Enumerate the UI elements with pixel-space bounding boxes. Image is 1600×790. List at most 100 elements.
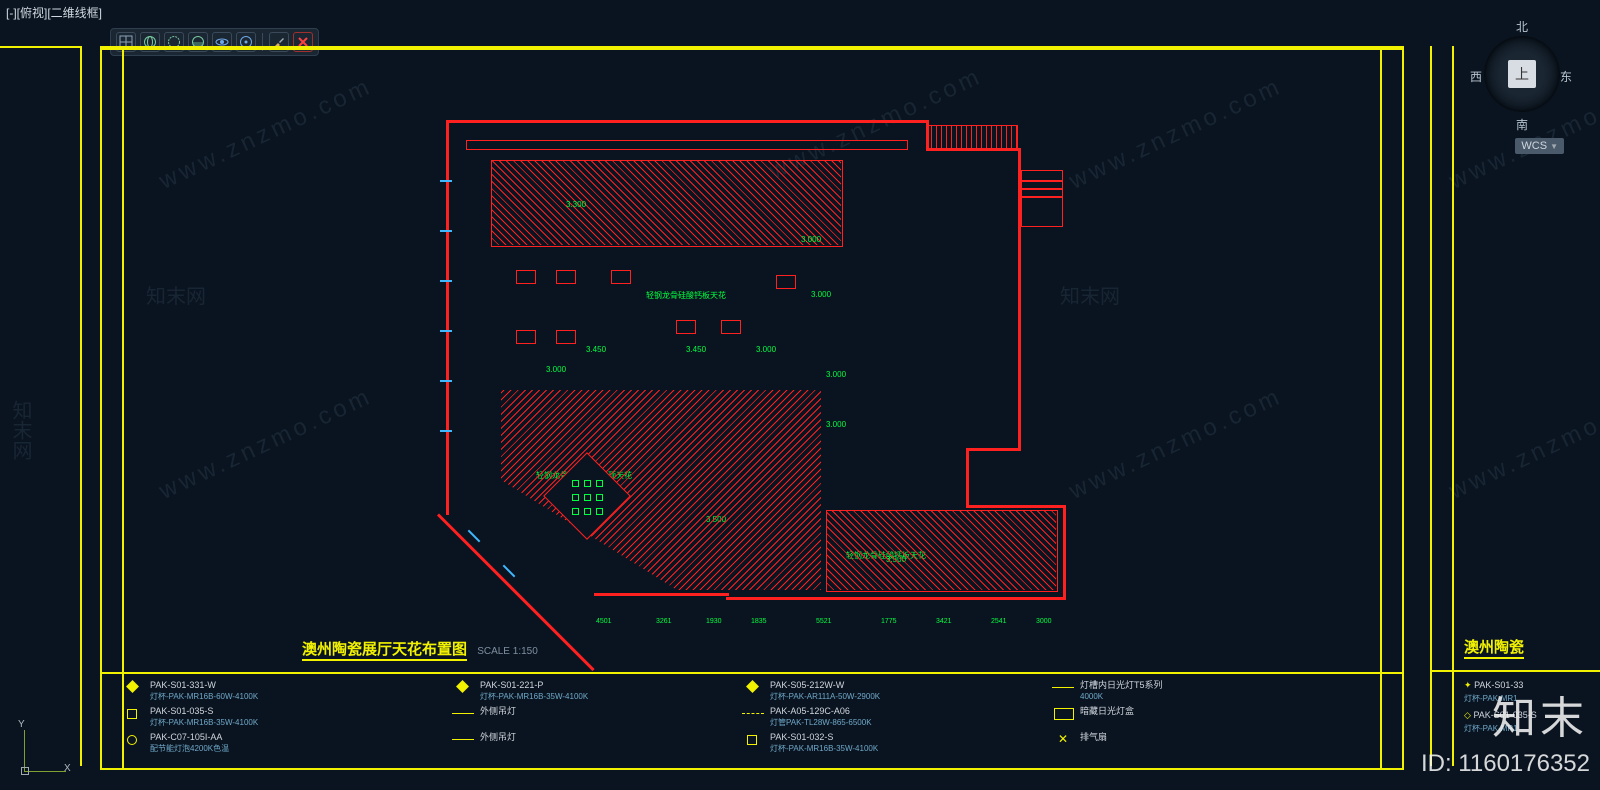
star-icon [456,680,469,693]
wall [594,593,729,596]
tick [440,430,452,432]
tick [440,230,452,232]
height-label: 3.000 [801,235,821,244]
left-sheet-top [0,46,80,48]
square-icon [747,735,757,745]
stair-tread [1021,180,1063,182]
star-icon [746,680,759,693]
lux-icon [596,480,603,487]
ceiling-area [491,160,843,247]
partition [466,140,908,150]
lamp-box [611,270,631,284]
height-label: 3.000 [546,365,566,374]
legend-item: PAK-C07-105I-AA配节能灯泡4200K色温 [122,732,229,754]
stair-tread [1021,196,1063,198]
legend-item: PAK-S01-035-S灯杯-PAK-MR16B-35W-4100K [122,706,258,728]
compass-east[interactable]: 东 [1560,68,1572,85]
lux-icon [584,494,591,501]
line-icon [452,713,474,714]
dim: 2541 [991,618,1007,625]
dim: 1930 [706,618,722,625]
wall [1063,505,1066,600]
legend-item: PAK-S01-331-W灯杯-PAK-MR16B-60W-4100K [122,680,258,702]
legend-item: 暗藏日光灯盒 [1052,706,1134,720]
lux-icon [584,508,591,515]
dim: 1835 [751,618,767,625]
wall [446,440,449,515]
annotation: 轻钢龙骨硅酸钙板天花 [646,290,726,301]
x-icon: ✕ [1052,732,1074,746]
height-label: 3.450 [586,345,606,354]
dash-icon [742,713,764,714]
lux-icon [596,494,603,501]
dim: 3261 [656,618,672,625]
height-label: 3.450 [686,345,706,354]
wcs-dropdown[interactable]: WCS▼ [1515,138,1564,154]
lux-icon [572,508,579,515]
legend-item: PAK-S05-212W-W灯杯-PAK-AR111A-50W-2900K [742,680,880,702]
circle-icon [127,735,137,745]
sheet-margin-right [1380,48,1382,768]
tick [440,380,452,382]
legend-item: ✕排气扇 [1052,732,1107,746]
compass-west[interactable]: 西 [1470,68,1482,85]
viewport-label[interactable]: [-][俯视][二维线框] [6,4,102,21]
compass-north[interactable]: 北 [1516,18,1528,35]
tick [440,330,452,332]
lamp-box [721,320,741,334]
height-label: 3.300 [566,200,586,209]
tick [468,530,481,543]
drawing-scale: SCALE 1:150 [477,646,538,657]
dim: 1775 [881,618,897,625]
square-icon [127,709,137,719]
sheet-top-line [102,48,1402,50]
wall [966,505,1066,508]
chevron-down-icon: ▼ [1550,142,1558,151]
right-sheet-margin [1452,46,1454,766]
lux-icon [584,480,591,487]
view-cube[interactable]: 上 北 东 南 西 [1462,14,1582,134]
height-label: 3.000 [826,420,846,429]
compass-south[interactable]: 南 [1516,116,1528,133]
line-icon [1052,687,1074,688]
legend-item: 灯槽内日光灯T5系列4000K [1052,680,1163,702]
room-outline [1021,170,1063,227]
dim: 3000 [1036,618,1052,625]
height-label: 3.000 [826,370,846,379]
lux-icon [572,480,579,487]
ceiling-area [826,510,1058,592]
ucs-icon[interactable]: X Y [6,724,66,784]
wall [966,448,1021,451]
lux-icon [596,508,603,515]
ucs-x-axis [24,771,66,772]
lamp-box [516,330,536,344]
lamp-box [676,320,696,334]
stair [926,125,1018,149]
compass-top-button[interactable]: 上 [1508,60,1536,88]
drawing-title-text: 澳州陶瓷展厅天花布置图 [302,641,467,661]
legend-item: PAK-S01-032-S灯杯-PAK-MR16B-35W-4100K [742,732,878,754]
floor-plan[interactable]: 轻钢龙骨硅酸钙板天花 轻钢龙骨硅酸钙板吊顶天花 轻钢龙骨硅酸钙板天花 3.300… [446,120,1066,640]
ucs-y-label: Y [18,719,25,730]
sheet-margin-left [122,48,124,768]
left-sheet-edge [0,46,82,766]
wall [726,597,1066,600]
legend-item: 外侧吊灯 [452,706,516,720]
height-label: 3.000 [811,290,831,299]
legend-divider [102,672,1402,674]
stair-tread [1021,188,1063,190]
right-legend-frag: ✦ PAK-S01-33 灯杯-PAK-MR1 ◇ PAK-S01-035-S … [1464,680,1537,734]
wall [446,120,926,123]
legend-item: PAK-S01-221-P灯杯-PAK-MR16B-35W-4100K [452,680,588,702]
right-sheet-edge: 澳州陶瓷 ✦ PAK-S01-33 灯杯-PAK-MR1 ◇ PAK-S01-0… [1430,46,1600,766]
drawing-title: 澳州陶瓷展厅天花布置图 SCALE 1:150 [302,638,538,659]
ucs-x-label: X [64,763,71,774]
dim: 3421 [936,618,952,625]
dim: 4501 [596,618,612,625]
right-legend-divider [1432,670,1600,672]
lamp-box [516,270,536,284]
legend-item: 外侧吊灯 [452,732,516,746]
line-icon [452,739,474,740]
tick [503,565,516,578]
right-drawing-title: 澳州陶瓷 [1464,636,1524,657]
